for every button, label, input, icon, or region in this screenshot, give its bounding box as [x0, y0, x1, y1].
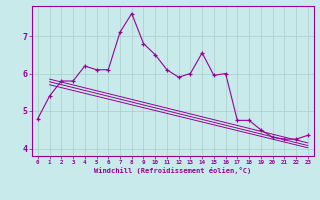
X-axis label: Windchill (Refroidissement éolien,°C): Windchill (Refroidissement éolien,°C): [94, 167, 252, 174]
